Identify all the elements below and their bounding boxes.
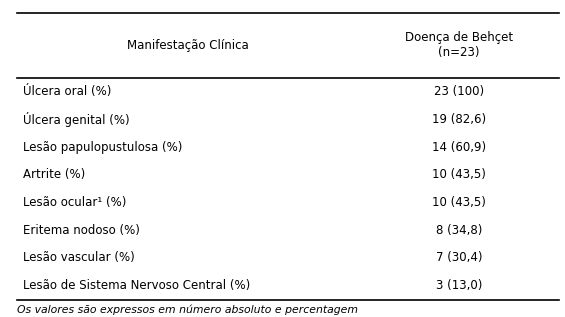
Text: 19 (82,6): 19 (82,6) [432, 113, 486, 126]
Text: 14 (60,9): 14 (60,9) [432, 140, 486, 153]
Text: 8 (34,8): 8 (34,8) [436, 224, 483, 237]
Text: Úlcera oral (%): Úlcera oral (%) [23, 85, 111, 98]
Text: Lesão ocular¹ (%): Lesão ocular¹ (%) [23, 196, 126, 209]
Text: Lesão de Sistema Nervoso Central (%): Lesão de Sistema Nervoso Central (%) [23, 279, 250, 292]
Text: Artrite (%): Artrite (%) [23, 168, 85, 181]
Text: 23 (100): 23 (100) [434, 85, 484, 98]
Text: Manifestação Clínica: Manifestação Clínica [127, 39, 249, 52]
Text: Lesão vascular (%): Lesão vascular (%) [23, 251, 134, 264]
Text: Úlcera genital (%): Úlcera genital (%) [23, 112, 129, 127]
Text: 3 (13,0): 3 (13,0) [436, 279, 483, 292]
Text: Eritema nodoso (%): Eritema nodoso (%) [23, 224, 140, 237]
Text: Lesão papulopustulosa (%): Lesão papulopustulosa (%) [23, 140, 182, 153]
Text: Os valores são expressos em número absoluto e percentagem: Os valores são expressos em número absol… [17, 304, 358, 315]
Text: 10 (43,5): 10 (43,5) [432, 168, 486, 181]
Text: 7 (30,4): 7 (30,4) [436, 251, 483, 264]
Text: 10 (43,5): 10 (43,5) [432, 196, 486, 209]
Text: Doença de Behçet
(n=23): Doença de Behçet (n=23) [405, 31, 513, 59]
